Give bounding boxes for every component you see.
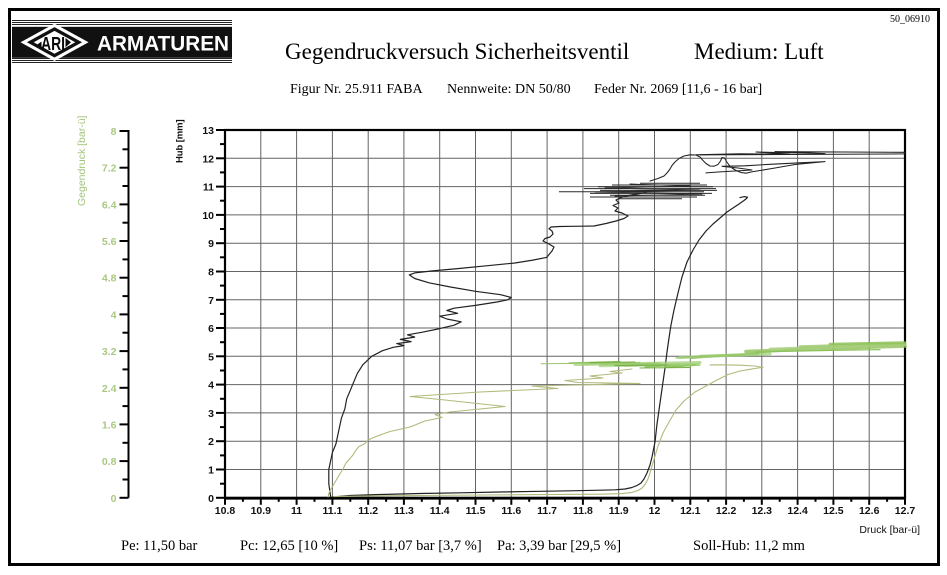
svg-text:3: 3 bbox=[208, 408, 214, 420]
svg-text:ARI: ARI bbox=[41, 34, 65, 54]
svg-text:12.4: 12.4 bbox=[787, 505, 808, 517]
svg-text:12.7: 12.7 bbox=[895, 505, 916, 517]
svg-text:0: 0 bbox=[111, 493, 117, 505]
svg-text:Druck [bar-ü]: Druck [bar-ü] bbox=[859, 524, 920, 536]
svg-text:12: 12 bbox=[649, 505, 661, 517]
svg-text:3.2: 3.2 bbox=[102, 346, 117, 358]
svg-text:ARMATUREN: ARMATUREN bbox=[97, 33, 229, 56]
svg-text:8: 8 bbox=[208, 267, 214, 279]
svg-text:11.9: 11.9 bbox=[609, 505, 629, 517]
svg-text:4: 4 bbox=[111, 309, 117, 321]
svg-text:12.2: 12.2 bbox=[716, 505, 737, 517]
svg-text:Gegendruck [bar-ü]: Gegendruck [bar-ü] bbox=[76, 115, 88, 206]
svg-text:11.5: 11.5 bbox=[466, 505, 486, 517]
svg-text:8: 8 bbox=[111, 126, 117, 138]
svg-text:5.6: 5.6 bbox=[102, 236, 117, 248]
svg-text:11.3: 11.3 bbox=[394, 505, 414, 517]
svg-text:11.8: 11.8 bbox=[573, 505, 593, 517]
svg-text:10.8: 10.8 bbox=[215, 505, 236, 517]
svg-text:11: 11 bbox=[203, 182, 214, 194]
svg-text:2: 2 bbox=[208, 436, 214, 448]
svg-text:12.1: 12.1 bbox=[680, 505, 701, 517]
svg-text:12: 12 bbox=[202, 153, 214, 165]
svg-text:1: 1 bbox=[208, 465, 214, 477]
svg-text:0: 0 bbox=[208, 493, 214, 505]
svg-text:4.8: 4.8 bbox=[102, 273, 117, 285]
svg-text:9: 9 bbox=[208, 238, 214, 250]
svg-text:12.3: 12.3 bbox=[752, 505, 773, 517]
svg-text:11.4: 11.4 bbox=[430, 505, 450, 517]
svg-text:2.4: 2.4 bbox=[102, 383, 117, 395]
svg-text:Hub [mm]: Hub [mm] bbox=[175, 119, 186, 163]
svg-text:11.2: 11.2 bbox=[358, 505, 378, 517]
svg-text:11.6: 11.6 bbox=[501, 505, 521, 517]
svg-text:12.5: 12.5 bbox=[823, 505, 844, 517]
svg-text:1.6: 1.6 bbox=[102, 419, 117, 431]
svg-text:10: 10 bbox=[202, 210, 214, 222]
svg-text:11: 11 bbox=[291, 505, 302, 517]
svg-text:0.8: 0.8 bbox=[102, 456, 117, 468]
svg-text:7: 7 bbox=[208, 295, 214, 307]
svg-text:11.1: 11.1 bbox=[322, 505, 342, 517]
svg-text:7.2: 7.2 bbox=[102, 163, 117, 175]
svg-text:11.7: 11.7 bbox=[537, 505, 557, 517]
svg-text:10.9: 10.9 bbox=[251, 505, 272, 517]
svg-text:13: 13 bbox=[202, 125, 214, 137]
svg-text:5: 5 bbox=[208, 351, 214, 363]
svg-text:4: 4 bbox=[208, 380, 214, 392]
svg-text:6.4: 6.4 bbox=[102, 199, 117, 211]
svg-text:12.6: 12.6 bbox=[859, 505, 880, 517]
svg-text:6: 6 bbox=[208, 323, 214, 335]
